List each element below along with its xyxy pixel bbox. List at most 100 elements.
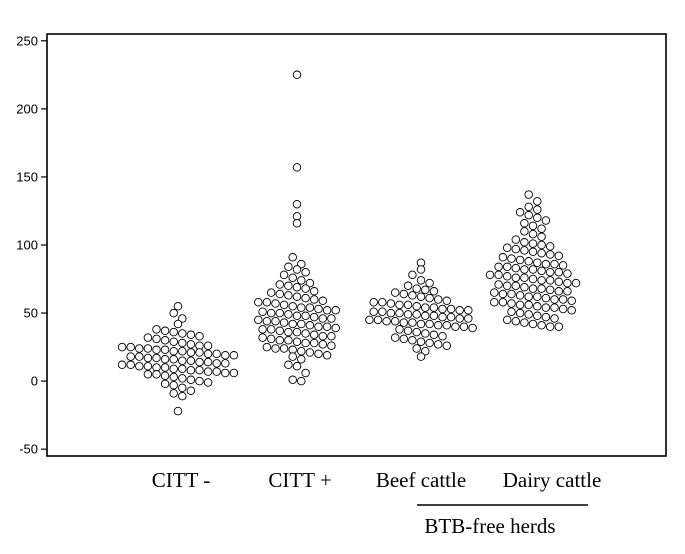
data-point xyxy=(169,364,178,374)
data-point xyxy=(292,292,302,301)
data-point xyxy=(533,205,542,214)
data-point xyxy=(537,284,546,293)
data-point xyxy=(284,262,293,272)
data-point xyxy=(322,351,332,360)
data-point xyxy=(545,322,555,331)
data-point xyxy=(292,311,302,321)
data-point xyxy=(378,307,387,316)
data-point xyxy=(152,345,161,355)
y-tick-label: 100 xyxy=(16,238,38,253)
data-point xyxy=(292,327,302,337)
data-point xyxy=(502,262,512,272)
data-point xyxy=(425,293,434,303)
data-point xyxy=(284,336,293,345)
data-point xyxy=(507,307,516,316)
data-point xyxy=(386,299,396,308)
data-point xyxy=(438,331,447,341)
data-point xyxy=(221,368,230,378)
data-point xyxy=(416,276,426,285)
data-point xyxy=(421,311,430,321)
data-point xyxy=(390,288,400,297)
data-point xyxy=(545,242,555,251)
data-point xyxy=(541,216,551,225)
data-point xyxy=(178,364,187,374)
x-category-label: CITT - xyxy=(152,468,211,492)
data-point xyxy=(258,325,267,334)
data-point xyxy=(442,341,452,350)
data-point xyxy=(554,267,564,277)
data-point xyxy=(203,357,213,367)
data-point xyxy=(271,316,280,326)
data-point xyxy=(195,365,204,375)
data-point xyxy=(327,341,336,350)
data-point xyxy=(258,333,267,342)
data-point xyxy=(288,319,297,329)
data-point xyxy=(322,306,332,315)
data-point xyxy=(567,306,576,315)
data-point xyxy=(203,378,213,387)
data-point xyxy=(390,316,400,326)
data-point xyxy=(160,363,170,372)
data-point xyxy=(511,273,521,282)
data-point xyxy=(178,356,187,365)
data-point xyxy=(309,338,319,348)
data-point xyxy=(446,312,456,322)
data-point xyxy=(490,288,499,297)
data-point xyxy=(288,253,297,262)
data-point xyxy=(266,288,276,297)
data-point xyxy=(169,355,178,364)
y-tick-label: 200 xyxy=(16,101,38,116)
data-point xyxy=(468,323,477,333)
data-point xyxy=(318,296,328,306)
data-point xyxy=(195,357,204,367)
data-point xyxy=(433,295,443,304)
data-point xyxy=(284,281,293,291)
data-point xyxy=(173,406,183,416)
data-point xyxy=(292,199,302,209)
data-point xyxy=(117,342,127,352)
data-point xyxy=(537,276,546,285)
data-point xyxy=(528,239,538,248)
data-point xyxy=(152,370,161,379)
data-point xyxy=(403,281,413,291)
data-point xyxy=(169,372,178,382)
data-point xyxy=(515,291,525,300)
data-point xyxy=(537,240,546,250)
data-point xyxy=(292,70,302,80)
data-point xyxy=(558,295,568,304)
data-point xyxy=(178,314,187,323)
data-point xyxy=(212,367,221,376)
data-point xyxy=(212,359,221,368)
data-point xyxy=(143,361,153,371)
data-point xyxy=(327,314,336,323)
data-point xyxy=(567,296,576,306)
data-point xyxy=(554,277,564,287)
data-point xyxy=(507,299,516,308)
data-point xyxy=(254,297,263,307)
data-point xyxy=(524,202,533,212)
data-point xyxy=(288,273,297,282)
data-point xyxy=(498,289,508,299)
data-point xyxy=(528,319,538,329)
data-point xyxy=(524,257,533,266)
data-point xyxy=(533,302,542,311)
data-point xyxy=(395,300,404,310)
y-axis: -50 0 50 100 150 200 250 xyxy=(16,33,47,457)
data-point xyxy=(297,303,306,312)
data-point xyxy=(494,270,503,280)
data-point xyxy=(533,197,542,206)
data-point xyxy=(494,280,503,289)
data-point xyxy=(297,355,306,364)
data-point xyxy=(395,325,404,334)
data-point xyxy=(169,308,178,318)
data-point xyxy=(221,359,230,368)
data-point xyxy=(292,337,302,346)
x-category-label: Dairy cattle xyxy=(503,468,602,492)
data-point xyxy=(408,336,417,345)
data-point xyxy=(520,238,529,247)
x-axis-labels: CITT - CITT + Beef cattle Dairy cattle xyxy=(152,468,602,492)
data-point xyxy=(429,287,439,296)
data-point xyxy=(408,270,417,280)
data-point xyxy=(554,287,564,296)
data-point xyxy=(195,376,204,386)
